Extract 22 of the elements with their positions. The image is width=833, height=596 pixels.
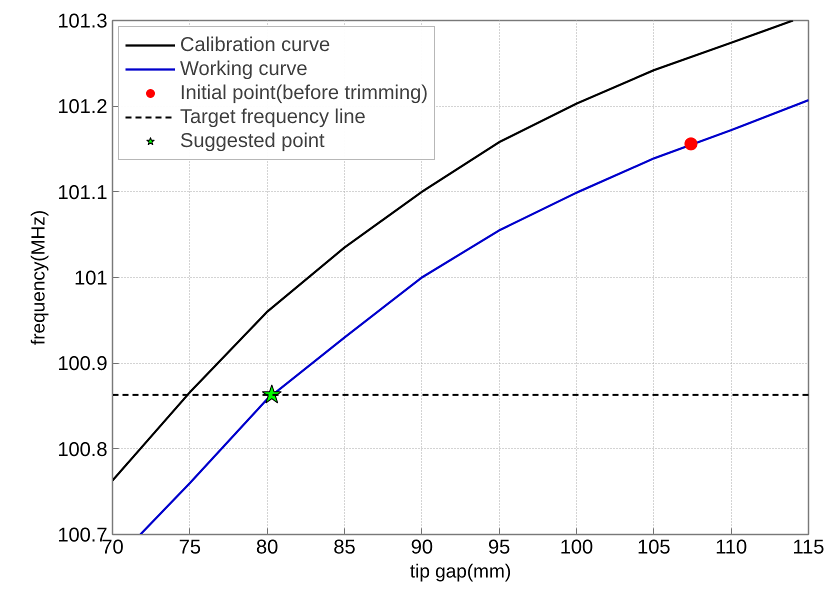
legend-label: Target frequency line	[180, 105, 366, 129]
x-tick-label: 90	[410, 536, 433, 558]
legend-label: Initial point(before trimming)	[180, 81, 428, 105]
x-tick-label: 85	[333, 536, 356, 558]
x-tick-label: 80	[256, 536, 278, 558]
y-tick-label: 101.3	[57, 10, 108, 32]
x-tick-label: 100	[560, 536, 594, 558]
y-tick-label: 100.8	[57, 438, 108, 461]
y-tick-label: 101.1	[57, 182, 108, 204]
y-tick-label: 101	[74, 268, 108, 290]
x-tick-label: 95	[488, 536, 510, 558]
y-axis-title: frequency(MHz)	[28, 210, 50, 346]
legend-label: Suggested point	[180, 129, 325, 153]
y-tick-label: 101.2	[57, 96, 108, 118]
y-tick-label: 100.9	[57, 353, 108, 376]
x-tick-label: 105	[637, 536, 671, 558]
legend-label: Working curve	[180, 57, 308, 81]
x-axis-title: tip gap(mm)	[410, 562, 512, 582]
x-tick-label: 115	[792, 536, 824, 558]
x-tick-label: 75	[178, 536, 201, 558]
x-tick-label: 110	[715, 536, 748, 558]
legend-label: Calibration curve	[180, 33, 330, 57]
